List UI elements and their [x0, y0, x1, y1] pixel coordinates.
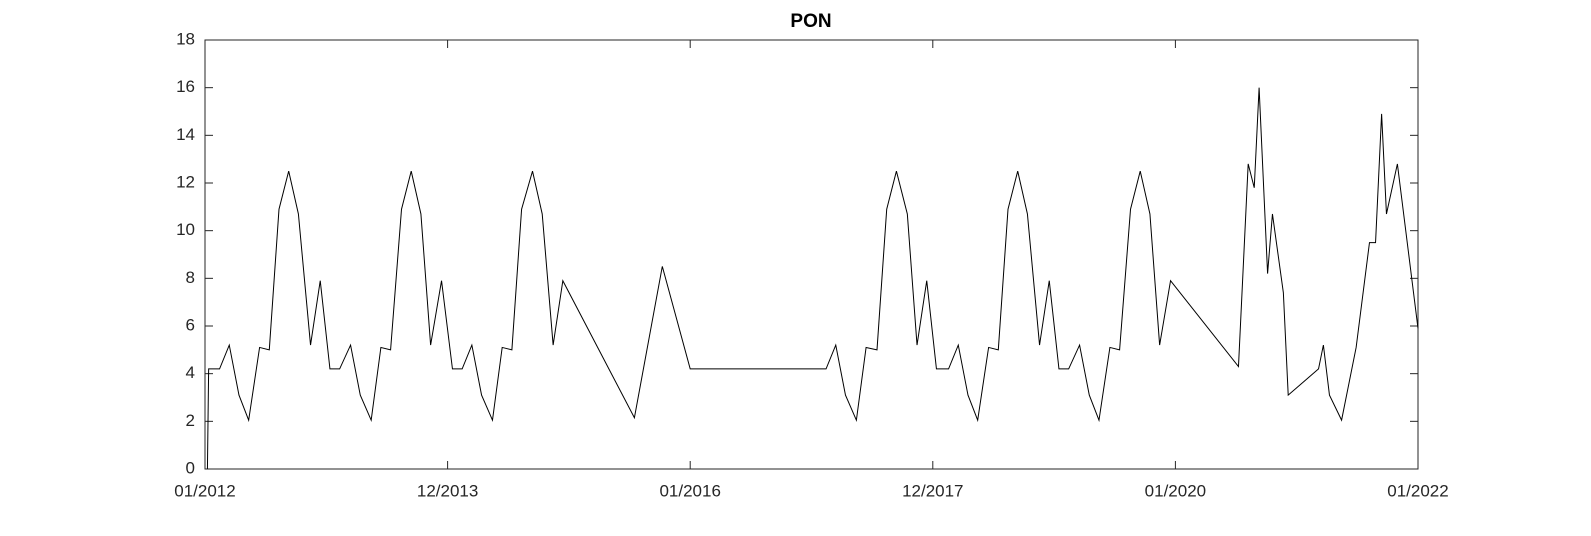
x-tick-label: 01/2012: [174, 481, 235, 500]
x-tick-label: 12/2017: [902, 481, 963, 500]
y-tick-label: 4: [186, 363, 195, 382]
x-tick-label: 12/2013: [417, 481, 478, 500]
y-tick-label: 14: [176, 125, 195, 144]
y-tick-label: 2: [186, 411, 195, 430]
plot-frame: [204, 39, 1419, 470]
x-tick-label: 01/2022: [1387, 481, 1448, 500]
y-tick-label: 12: [176, 172, 195, 191]
y-tick-label: 8: [186, 268, 195, 287]
y-tick-label: 10: [176, 220, 195, 239]
data-line: [206, 87, 1419, 470]
x-tick-label: 01/2016: [659, 481, 720, 500]
y-tick-label: 18: [176, 29, 195, 48]
y-tick-label: 16: [176, 77, 195, 96]
chart-title: PON: [790, 11, 831, 32]
x-tick-label: 01/2020: [1145, 481, 1206, 500]
y-tick-label: 0: [186, 458, 195, 477]
y-tick-label: 6: [186, 315, 195, 334]
